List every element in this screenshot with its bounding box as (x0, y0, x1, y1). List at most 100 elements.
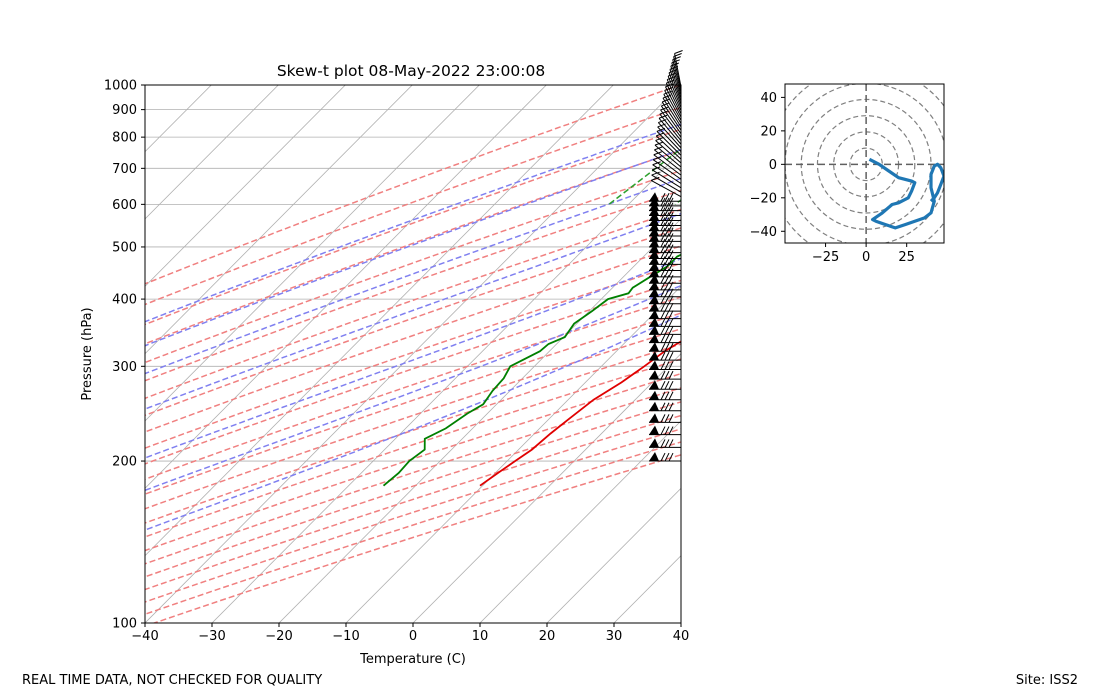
pressure-axis: 1000 900 800 700 600 500 400 300 200 100 (104, 79, 145, 632)
wind-barb (649, 452, 681, 462)
hodograph-ring (816, 115, 916, 214)
mixing-ratio-line (674, 198, 681, 205)
temperature-profile (479, 340, 681, 487)
wind-barb (660, 102, 682, 134)
site-label: Site: ISS2 (1015, 673, 1078, 688)
hodograph-trace (868, 157, 944, 230)
temperature-axis: −40 −30 −20 −10 0 10 20 30 40 (131, 623, 689, 644)
isotherm-line (145, 85, 681, 623)
dry-adiabat (145, 106, 681, 306)
skewt-panel: −40 −30 −20 −10 0 10 20 30 40 100090080070060050… (0, 50, 1100, 667)
mixing-ratio-line (917, 85, 1090, 204)
isotherm-line (546, 487, 681, 623)
y-axis-label: Pressure (hPa) (80, 307, 95, 400)
x-tick-label: −20 (265, 629, 292, 644)
wind-barb (651, 166, 682, 189)
moist-adiabat (145, 314, 681, 531)
wind-barb (661, 98, 682, 131)
wind-barb (649, 237, 681, 248)
isotherm-line (345, 285, 681, 623)
hodograph-y-axis: 40 20 0 −20 −40 (750, 91, 785, 240)
y-tick-label: 200 (112, 455, 137, 470)
dry-adiabat (145, 296, 681, 481)
moist-adiabat (145, 123, 681, 323)
hodograph-frame (784, 83, 945, 244)
isotherm-line (0, 74, 156, 635)
dry-adiabat (145, 401, 681, 578)
x-tick-label: 10 (472, 629, 489, 644)
dry-adiabat (145, 358, 681, 538)
wind-barb (649, 294, 681, 305)
wind-barb (649, 249, 681, 259)
wind-barb (651, 171, 682, 193)
isotherm-line (736, 74, 1100, 635)
x-tick-label: −30 (198, 629, 225, 644)
dry-adiabat (145, 189, 681, 382)
wind-barb (649, 261, 681, 272)
x-axis-label: Temperature (C) (359, 652, 466, 667)
wind-barb (650, 176, 682, 198)
wind-barb (674, 50, 683, 87)
isotherm-line (145, 85, 480, 422)
mixing-ratio-line (940, 85, 1100, 204)
moist-adiabat (145, 148, 681, 347)
isotherm-line (145, 85, 547, 489)
wind-barb (649, 401, 681, 412)
isotherm-line (0, 74, 89, 635)
wind-barb (649, 232, 681, 242)
x-tick-label: 30 (606, 629, 623, 644)
mixing-ratio-line (608, 147, 681, 205)
chart-title: Skew-t plot 08-May-2022 23:00:08 (277, 62, 545, 80)
hodograph-y-tick-label: 20 (760, 124, 777, 139)
wind-barb (649, 196, 681, 207)
wind-barb (658, 114, 682, 145)
mixing-ratio-lines (608, 85, 1100, 205)
dry-adiabat (145, 414, 681, 591)
wind-barb (649, 226, 681, 237)
wind-barb (649, 221, 681, 232)
wind-barb (649, 255, 681, 265)
dry-adiabat (145, 328, 681, 510)
quality-notice: REAL TIME DATA, NOT CHECKED FOR QUALITY (22, 673, 323, 688)
wind-barb (649, 243, 681, 254)
mixing-ratio-line (850, 85, 1019, 204)
dry-adiabat (145, 85, 681, 285)
wind-barb (649, 325, 681, 335)
wind-barb (649, 302, 681, 312)
y-tick-label: 100 (112, 617, 137, 632)
y-tick-label: 700 (112, 162, 137, 177)
isotherm-line (145, 85, 614, 557)
y-tick-label: 600 (112, 198, 137, 213)
moist-adiabat (145, 257, 681, 459)
hodograph-ring (849, 147, 883, 182)
hodograph-x-tick-label: 25 (898, 250, 915, 265)
dry-adiabat (145, 428, 681, 603)
y-tick-label: 900 (112, 103, 137, 118)
wind-barb (649, 360, 681, 370)
wind-barb (659, 110, 682, 141)
isotherm-line (412, 353, 681, 623)
isotherm-line (145, 85, 413, 355)
y-tick-label: 1000 (104, 79, 137, 94)
x-tick-label: 40 (673, 629, 690, 644)
isotherm-line (0, 74, 22, 635)
wind-barb (649, 333, 681, 344)
moist-adiabats (145, 123, 681, 531)
wind-barb (652, 156, 682, 180)
dry-adiabat (145, 262, 681, 449)
x-tick-label: −40 (131, 629, 158, 644)
dry-adiabat (145, 149, 681, 345)
wind-barb (649, 380, 681, 390)
isotherm-line (479, 420, 681, 623)
wind-barb (660, 106, 682, 138)
y-tick-label: 300 (112, 360, 137, 375)
isotherm-line (145, 85, 212, 153)
wind-barb (652, 161, 682, 184)
moist-adiabat (145, 212, 681, 410)
wind-barb (649, 351, 681, 361)
x-tick-label: 20 (539, 629, 556, 644)
dry-adiabat (145, 128, 681, 326)
dry-adiabat (145, 279, 681, 465)
wind-barb (649, 309, 681, 320)
